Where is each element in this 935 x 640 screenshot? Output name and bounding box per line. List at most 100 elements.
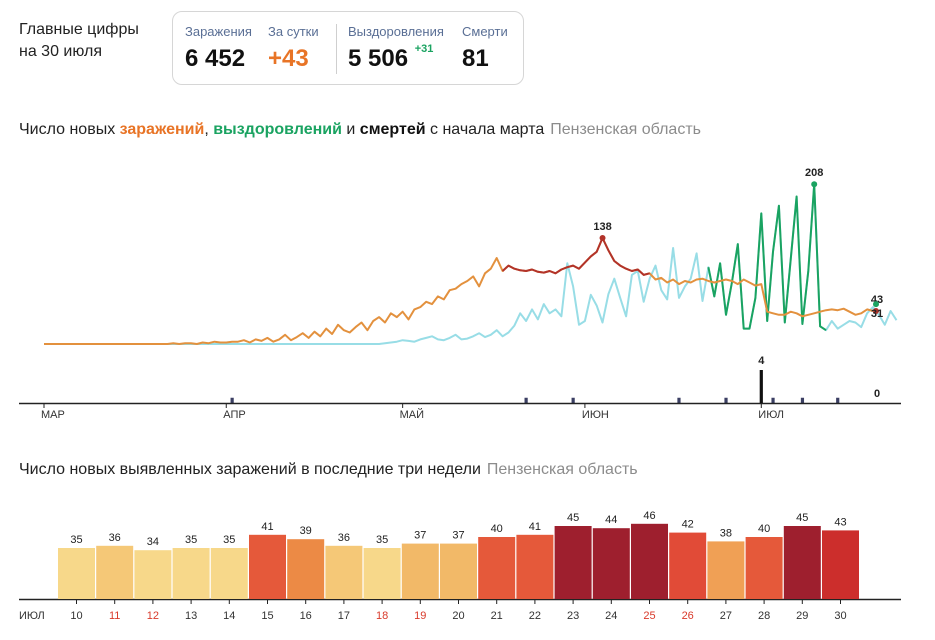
stat-deaths-label: Смерти (462, 24, 508, 39)
recoveries-peak-marker (811, 181, 818, 188)
day-label: 15 (261, 610, 273, 622)
three-weeks-bar-chart: ИЮЛ 35 10 36 11 34 12 35 13 35 14 41 15 39 16 36 17 35 18 3… (19, 510, 901, 622)
day-bar-value: 39 (300, 525, 312, 537)
headline-line2: на 30 июля (19, 43, 103, 60)
day-bar-value: 35 (70, 534, 82, 546)
day-label: 26 (682, 610, 694, 622)
month-label: МАЙ (400, 408, 424, 421)
day-label: 10 (70, 610, 82, 622)
chart2-region: Пензенская область (486, 461, 638, 478)
day-bar-value: 36 (338, 532, 350, 544)
day-bar (822, 530, 859, 599)
stats-panel: Заражения 6 452 За сутки +43 Выздоровлен… (172, 11, 524, 85)
death-bar (571, 397, 575, 403)
day-bar (554, 526, 592, 599)
chart1-title: Число новых заражений, выздоровлений и с… (19, 121, 701, 139)
day-label: 19 (414, 610, 426, 622)
chart1-region: Пензенская область (550, 121, 701, 138)
day-bar-value: 45 (567, 512, 579, 524)
day-bar-value: 46 (643, 510, 655, 522)
chart1-title-deaths: смертей (359, 121, 426, 138)
death-bar (771, 397, 775, 403)
chart1-title-and: и (341, 121, 360, 138)
death-bar (800, 397, 805, 403)
stat-per-day: За сутки +43 (268, 24, 319, 73)
recoveries-end-label: 31 (871, 308, 883, 320)
day-bar-value: 35 (376, 534, 388, 546)
day-label: 28 (758, 610, 770, 622)
day-bar (516, 534, 554, 599)
infections-line (44, 237, 874, 345)
chart1-title-sep: , (204, 121, 214, 138)
chart1-title-infections: заражений (119, 121, 205, 138)
day-bar-value: 45 (796, 512, 808, 524)
stat-deaths: Смерти 81 (462, 24, 508, 73)
day-bar (745, 537, 783, 599)
day-bar (440, 543, 477, 599)
day-bar (783, 526, 821, 599)
stat-per-day-value: +43 (268, 45, 309, 72)
day-bar-value: 34 (147, 536, 159, 548)
infections-peak-marker (599, 234, 606, 241)
day-bar (96, 545, 134, 599)
stat-recovered-row: 5 506 +31 (348, 43, 444, 73)
month-label: АПР (223, 409, 245, 421)
day-bar-value: 38 (720, 527, 732, 539)
day-bar (401, 543, 439, 599)
infections-peak-line (501, 237, 650, 276)
day-bar-value: 42 (682, 519, 694, 531)
month-label: ИЮЛ (758, 409, 784, 421)
stat-infections-label: Заражения (185, 24, 252, 39)
day-label: 14 (223, 610, 235, 622)
headline-line1: Главные цифры (19, 21, 139, 38)
death-bar (230, 397, 234, 403)
death-bar (524, 397, 528, 403)
day-label: 21 (491, 610, 503, 622)
death-bar (724, 397, 728, 403)
chart1-title-recoveries: выздоровлений (213, 121, 342, 138)
month-label: МАР (41, 409, 65, 421)
infections-peak-label: 138 (593, 221, 611, 233)
deaths-peak-bar (759, 370, 763, 403)
day-label: 16 (300, 610, 312, 622)
day-bar (249, 534, 286, 599)
day-label: 18 (376, 610, 388, 622)
day-bar (287, 539, 325, 599)
day-bar (669, 532, 707, 599)
day-bar-value: 36 (109, 532, 121, 544)
day-label: 11 (109, 610, 120, 622)
day-label: 24 (605, 610, 617, 622)
day-bar (58, 548, 95, 599)
day-bar-value: 37 (452, 530, 464, 542)
day-bar-value: 44 (605, 514, 617, 526)
day-bar (478, 537, 516, 599)
day-label: 30 (834, 610, 846, 622)
headline: Главные цифры на 30 июля (19, 19, 139, 63)
recoveries-end-marker (873, 301, 879, 308)
day-bar-value: 41 (261, 521, 273, 533)
stat-recovered-delta: +31 (414, 43, 434, 55)
chart1-title-prefix: Число новых (19, 121, 120, 138)
day-bar (363, 548, 401, 599)
chart2-title-row: Число новых выявленных заражений в после… (19, 461, 638, 479)
day-bar-value: 41 (529, 521, 541, 533)
recoveries-line (44, 183, 898, 345)
recoveries-peak-line (707, 183, 827, 332)
chart1-title-suffix: с начала марта (425, 121, 545, 138)
day-bar-value: 37 (414, 530, 426, 542)
death-bar (677, 397, 681, 403)
day-bar (325, 545, 363, 599)
deaths-end-label: 0 (874, 388, 880, 400)
day-bar-value: 35 (185, 534, 197, 546)
month-label: ИЮН (582, 409, 609, 421)
day-bar (592, 528, 630, 599)
recoveries-peak-label: 208 (805, 167, 823, 179)
infections-end-marker (873, 307, 879, 314)
stat-infections-value: 6 452 (185, 45, 246, 72)
stat-recovered: Выздоровления 5 506 +31 (348, 24, 444, 73)
day-bar-value: 40 (491, 523, 503, 535)
stats-divider (336, 24, 337, 74)
stat-per-day-label: За сутки (268, 24, 319, 39)
day-bar (631, 523, 668, 599)
